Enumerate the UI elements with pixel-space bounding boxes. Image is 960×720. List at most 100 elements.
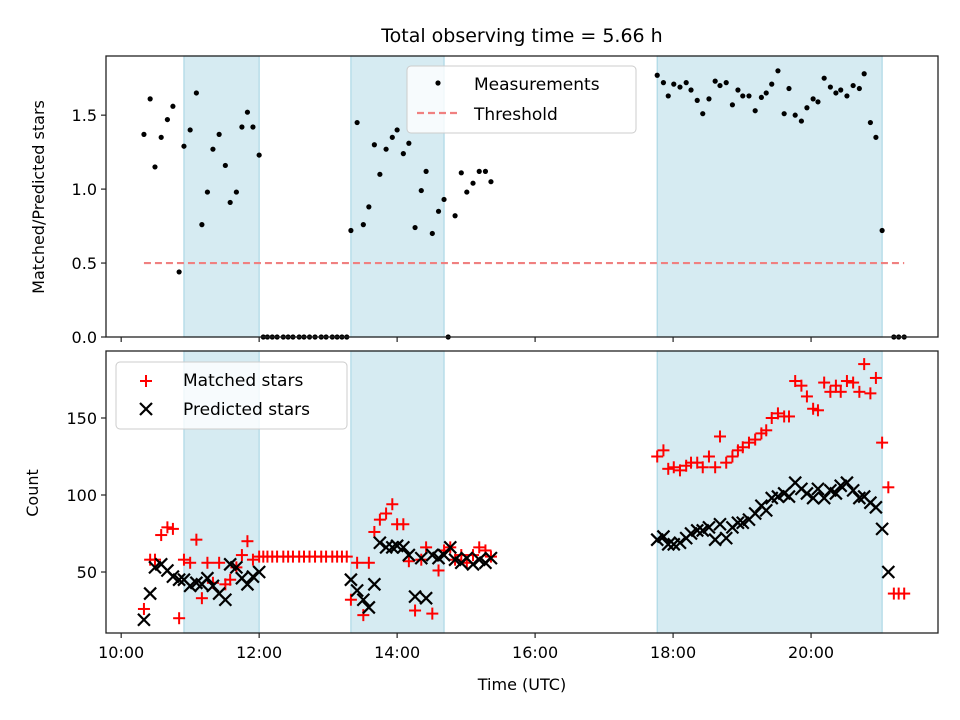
predicted-star-point bbox=[713, 517, 727, 532]
predicted-star-point bbox=[731, 515, 745, 530]
predicted-star-point bbox=[811, 482, 825, 496]
matched-star-point bbox=[847, 376, 860, 389]
matched-star-point bbox=[811, 404, 824, 417]
measurement-point bbox=[873, 134, 879, 140]
legend-matched-label: Matched stars bbox=[183, 371, 303, 391]
predicted-star-point bbox=[443, 540, 458, 555]
matched-star-point bbox=[667, 461, 680, 474]
bottom-legend: Matched stars Predicted stars bbox=[115, 361, 348, 430]
measurement-point bbox=[804, 105, 810, 111]
matched-star-point bbox=[235, 549, 248, 562]
measurement-point bbox=[216, 131, 222, 137]
measurement-point bbox=[383, 146, 389, 152]
measurement-point bbox=[723, 80, 729, 86]
x-axis-label: Time (UTC) bbox=[477, 675, 566, 694]
measurement-point bbox=[665, 93, 671, 99]
predicted-star-point bbox=[172, 572, 186, 587]
measurement-point bbox=[752, 108, 758, 114]
matched-star-point bbox=[397, 518, 410, 531]
measurement-point bbox=[792, 112, 798, 118]
observing-span bbox=[350, 350, 445, 634]
x-tick-label: 12:00 bbox=[236, 643, 282, 662]
bottom-y-axis-label: Count bbox=[23, 469, 42, 517]
predicted-star-point bbox=[419, 591, 433, 605]
matched-star-point bbox=[898, 587, 911, 600]
y-tick-label: 1.0 bbox=[72, 180, 97, 199]
measurement-point bbox=[458, 170, 464, 176]
measurement-point bbox=[227, 199, 233, 206]
measurement-point bbox=[199, 222, 205, 228]
matched-star-point bbox=[340, 550, 353, 563]
matched-star-point bbox=[195, 592, 208, 605]
matched-star-point bbox=[426, 607, 439, 620]
matched-star-point bbox=[726, 450, 739, 463]
matched-star-point bbox=[473, 541, 486, 554]
measurement-point bbox=[435, 208, 442, 214]
top-y-axis-label: Matched/Predicted stars bbox=[29, 100, 48, 294]
predicted-star-point bbox=[656, 529, 671, 544]
bottom-y-ticks: 50 100 150 bbox=[66, 409, 106, 582]
measurement-point bbox=[712, 78, 718, 84]
matched-star-point bbox=[166, 522, 179, 535]
y-tick-label: 1.5 bbox=[72, 106, 97, 125]
matched-star-point bbox=[241, 535, 254, 548]
matched-star-point bbox=[409, 604, 422, 617]
matched-star-point bbox=[742, 436, 755, 449]
observing-span bbox=[183, 55, 260, 338]
matched-star-point bbox=[402, 555, 415, 568]
y-tick-label: 0.0 bbox=[72, 328, 97, 347]
matched-star-point bbox=[795, 379, 808, 392]
measurement-point bbox=[856, 85, 862, 92]
measurement-point bbox=[786, 85, 792, 92]
predicted-star-point bbox=[782, 489, 796, 504]
predicted-star-point bbox=[402, 548, 416, 562]
matched-star-point bbox=[760, 424, 773, 437]
matched-star-point bbox=[736, 441, 749, 454]
predicted-star-point bbox=[806, 491, 820, 505]
matched-star-point bbox=[213, 556, 226, 569]
matched-star-point bbox=[864, 387, 877, 400]
measurement-point bbox=[660, 80, 667, 86]
bottom-axes-frame bbox=[105, 350, 939, 634]
predicted-star-point bbox=[414, 551, 429, 565]
matched-star-point bbox=[702, 450, 715, 463]
bottom-x-ticks: 10:00 12:00 14:00 16:00 18:00 20:00 bbox=[98, 633, 834, 662]
measurement-point bbox=[164, 116, 170, 123]
measurement-point bbox=[735, 87, 741, 93]
x-tick-label: 16:00 bbox=[512, 643, 558, 662]
measurement-point bbox=[452, 213, 458, 219]
measurement-point bbox=[844, 93, 850, 99]
predicted-star-point bbox=[759, 503, 773, 518]
predicted-star-point bbox=[350, 583, 364, 598]
matched-star-point bbox=[709, 461, 722, 474]
matched-star-point bbox=[800, 390, 813, 403]
predicted-star-point bbox=[829, 486, 843, 501]
matched-star-point bbox=[455, 549, 468, 562]
predicted-star-point bbox=[218, 592, 233, 607]
matched-star-point bbox=[882, 481, 895, 494]
predicted-star-point bbox=[344, 572, 358, 587]
matched-star-point bbox=[368, 525, 381, 538]
predicted-star-point bbox=[869, 500, 883, 515]
measurement-points bbox=[141, 68, 907, 340]
measurement-point bbox=[193, 90, 199, 96]
matched-star-point bbox=[840, 375, 853, 388]
measurement-point bbox=[406, 140, 412, 146]
matched-star-point bbox=[380, 507, 393, 520]
matched-star-point bbox=[749, 433, 762, 446]
predicted-star-point bbox=[690, 523, 705, 538]
measurement-point bbox=[239, 124, 245, 130]
measurement-point bbox=[256, 152, 262, 158]
measurement-point bbox=[654, 72, 660, 78]
predicted-star-point bbox=[246, 569, 260, 584]
matched-star-point bbox=[834, 385, 847, 398]
x-tick-label: 10:00 bbox=[98, 643, 144, 662]
matched-star-point bbox=[824, 385, 837, 398]
y-tick-label: 100 bbox=[66, 486, 97, 505]
measurement-point bbox=[833, 90, 839, 96]
measurement-point bbox=[810, 96, 816, 102]
top-x-ticks bbox=[120, 337, 812, 342]
matched-star-point bbox=[177, 553, 190, 566]
matched-star-point bbox=[853, 385, 866, 398]
measurement-point bbox=[423, 168, 429, 174]
